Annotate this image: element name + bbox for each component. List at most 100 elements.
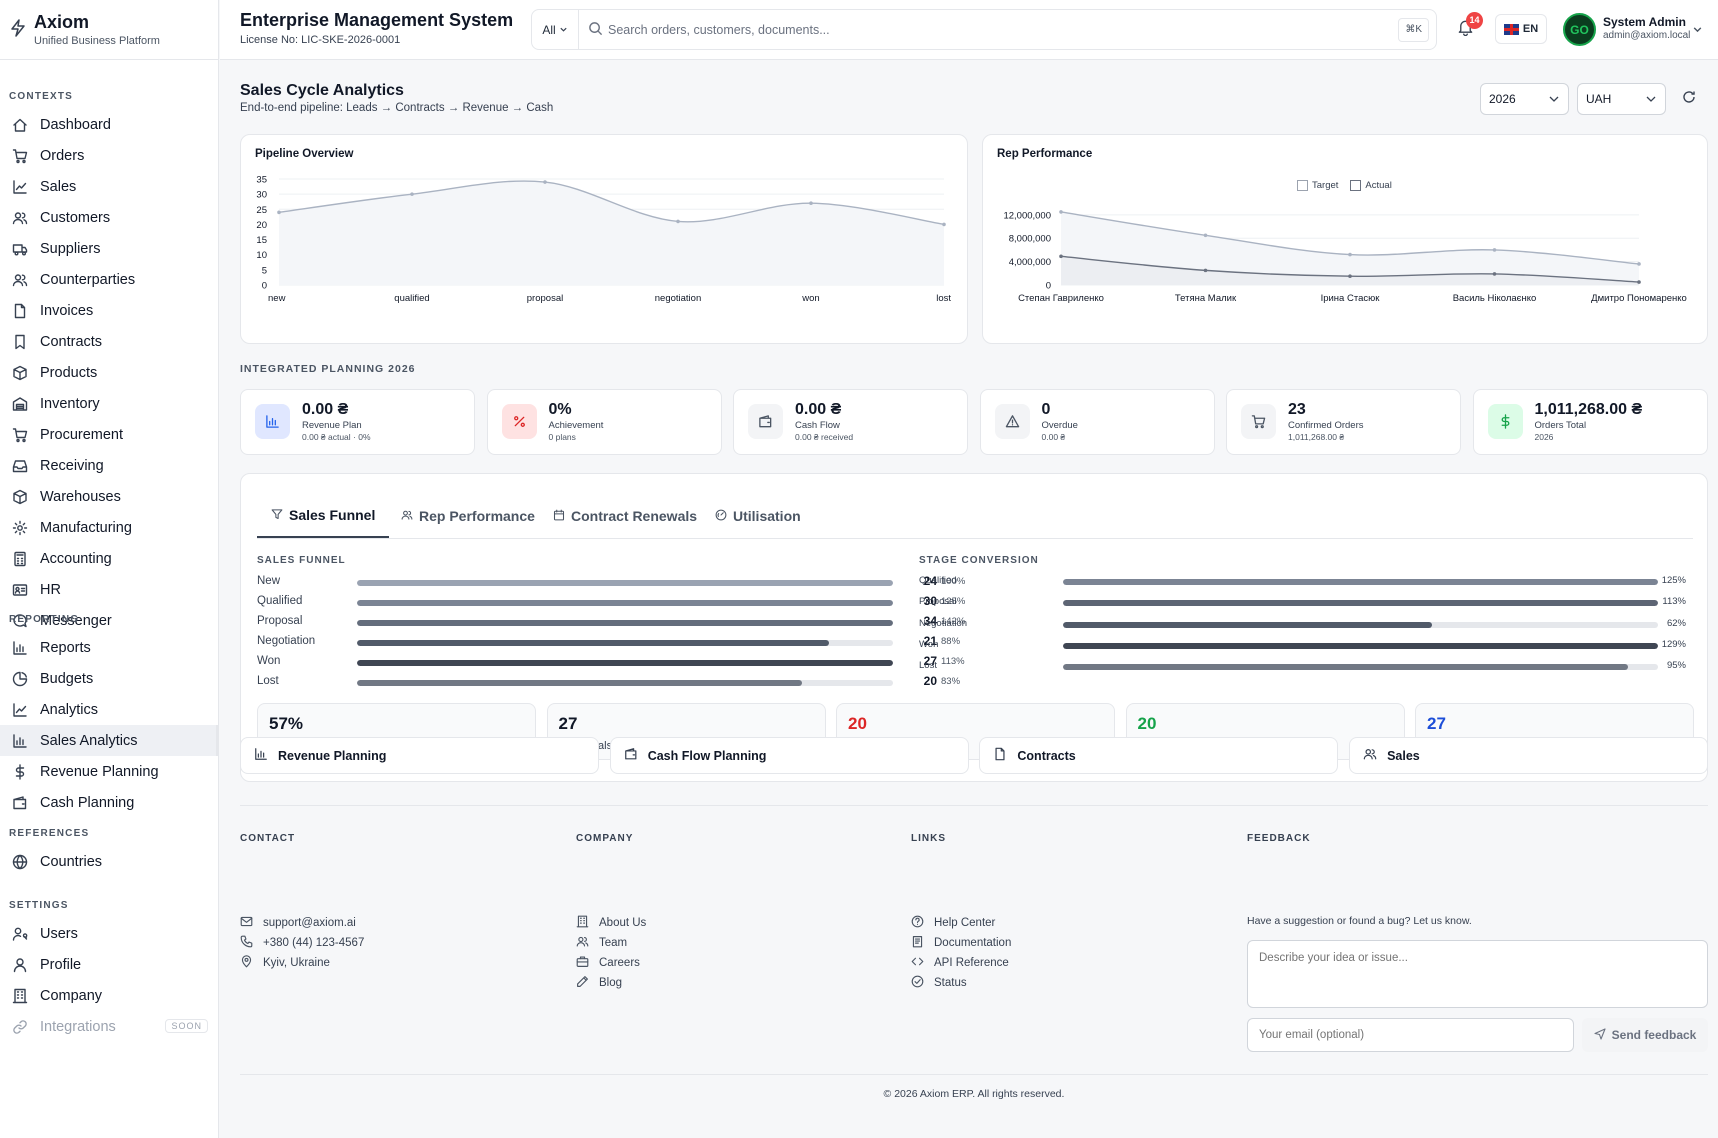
uk-flag-icon — [1503, 23, 1519, 35]
sidebar-item-sales-analytics[interactable]: Sales Analytics — [0, 725, 218, 756]
conversion-percent: 95% — [1666, 660, 1686, 672]
tab-label: Utilisation — [733, 508, 801, 524]
mail-icon — [240, 915, 253, 931]
analytics-tabs-card: Sales Funnel Rep Performance Contract Rene… — [240, 473, 1708, 782]
kpi-value: 0 — [1041, 401, 1051, 418]
conversion-bar — [1063, 579, 1658, 585]
feedback-textarea[interactable] — [1247, 940, 1708, 1008]
kpi-card-confirmed-orders[interactable]: 23 Confirmed Orders 1,011,268.00 ₴ — [1226, 389, 1461, 455]
sidebar-item-invoices[interactable]: Invoices — [0, 295, 218, 326]
feedback-email-input[interactable] — [1247, 1018, 1574, 1052]
conversion-percent: 125% — [1661, 575, 1686, 586]
sidebar-item-users[interactable]: Users — [0, 918, 218, 949]
search-input[interactable] — [608, 10, 1308, 49]
kpi-subtext: 1,011,268.00 ₴ — [1288, 432, 1345, 442]
currency-select[interactable]: UAH — [1577, 83, 1666, 115]
sidebar-item-company[interactable]: Company — [0, 980, 218, 1011]
conversion-percent: 62% — [1666, 617, 1686, 629]
sidebar-item-label: Inventory — [40, 395, 100, 412]
kpi-card-revenue-plan[interactable]: 0.00 ₴ Revenue Plan 0.00 ₴ actual · 0% — [240, 389, 475, 455]
sidebar-item-integrations[interactable]: Integrations SOON — [0, 1011, 218, 1042]
send-feedback-button[interactable]: Send feedback — [1582, 1018, 1708, 1052]
tab-rep-performance[interactable]: Rep Performance — [387, 494, 549, 538]
user-key-icon — [10, 924, 30, 944]
page-subtitle: End-to-end pipeline: Leads → Contracts →… — [240, 102, 554, 114]
footer-link-status[interactable]: Status — [911, 975, 967, 991]
tab-utilisation[interactable]: Utilisation — [701, 494, 815, 538]
sidebar-item-counterparties[interactable]: Counterparties — [0, 264, 218, 295]
legend-actual[interactable]: Actual — [1350, 180, 1392, 191]
sidebar-item-customers[interactable]: Customers — [0, 202, 218, 233]
sidebar-item-suppliers[interactable]: Suppliers — [0, 233, 218, 264]
kpi-card-cash-flow[interactable]: 0.00 ₴ Cash Flow 0.00 ₴ received — [733, 389, 968, 455]
brand[interactable]: Axiom Unified Business Platform — [0, 0, 218, 60]
sidebar-item-revenue-planning[interactable]: Revenue Planning — [0, 756, 218, 787]
language-selector[interactable]: EN — [1495, 14, 1547, 44]
footer-link-kyiv-ukraine[interactable]: Kyiv, Ukraine — [240, 955, 330, 971]
cart-icon — [1241, 404, 1276, 439]
kpi-card-achievement[interactable]: 0% Achievement 0 plans — [486, 389, 722, 455]
quick-link-revenue-planning[interactable]: Revenue Planning — [240, 737, 599, 774]
sidebar-item-messenger[interactable]: Messenger — [0, 605, 218, 636]
bar-chart-icon — [255, 404, 290, 439]
quick-link-contracts[interactable]: Contracts — [979, 737, 1339, 774]
footer-contact-title: CONTACT — [240, 833, 296, 844]
sidebar-item-label: Users — [40, 925, 78, 942]
sidebar-item-receiving[interactable]: Receiving — [0, 450, 218, 481]
calendar-icon — [553, 508, 565, 524]
year-select[interactable]: 2026 — [1480, 83, 1569, 115]
tab-divider — [257, 538, 1693, 539]
sidebar-item-orders[interactable]: Orders — [0, 140, 218, 171]
sidebar-item-hr[interactable]: HR — [0, 574, 218, 605]
sidebar-item-cash-planning[interactable]: Cash Planning — [0, 787, 218, 818]
sidebar-item-inventory[interactable]: Inventory — [0, 388, 218, 419]
sidebar-item-budgets[interactable]: Budgets — [0, 663, 218, 694]
footer-link-team[interactable]: Team — [576, 935, 627, 951]
footer-link-about-us[interactable]: About Us — [576, 915, 646, 931]
sidebar-item-analytics[interactable]: Analytics — [0, 694, 218, 725]
footer-link-blog[interactable]: Blog — [576, 975, 622, 991]
conversion-stage-label: Proposal — [919, 596, 957, 608]
warning-icon — [994, 404, 1030, 439]
kpi-card-orders-total[interactable]: 1,011,268.00 ₴ Orders Total 2026 — [1472, 389, 1708, 455]
sidebar-item-products[interactable]: Products — [0, 357, 218, 388]
user-name[interactable]: System Admin — [1603, 15, 1686, 29]
brand-tagline: Unified Business Platform — [34, 35, 160, 47]
sidebar-item-label: Dashboard — [40, 116, 111, 133]
refresh-icon[interactable] — [1681, 89, 1697, 108]
tab-sales-funnel[interactable]: Sales Funnel — [257, 494, 390, 538]
footer-link-help-center[interactable]: Help Center — [911, 915, 995, 931]
tab-label: Contract Renewals — [571, 508, 698, 524]
funnel-percent: 142% — [941, 616, 966, 627]
footer-link-api-reference[interactable]: API Reference — [911, 955, 1009, 971]
sidebar-item-sales[interactable]: Sales — [0, 171, 218, 202]
sidebar-item-label: Counterparties — [40, 271, 136, 288]
kpi-card-overdue[interactable]: 0 Overdue 0.00 ₴ — [979, 389, 1215, 455]
copyright-divider — [240, 1074, 1708, 1075]
sidebar-item-contracts[interactable]: Contracts — [0, 326, 218, 357]
tab-contract-renewals[interactable]: Contract Renewals — [539, 494, 711, 538]
sidebar-item-reports[interactable]: Reports — [0, 632, 218, 663]
sidebar-item-dashboard[interactable]: Dashboard — [0, 109, 218, 140]
footer-link-careers[interactable]: Careers — [576, 955, 640, 971]
sidebar-item-countries[interactable]: Countries — [0, 846, 218, 877]
truck-icon — [10, 239, 30, 259]
chevron-down-icon[interactable] — [1692, 22, 1703, 38]
sidebar-item-warehouses[interactable]: Warehouses — [0, 481, 218, 512]
footer-link-label: +380 (44) 123-4567 — [263, 937, 365, 949]
footer-link-documentation[interactable]: Documentation — [911, 935, 1011, 951]
search-scope-select[interactable]: All — [532, 10, 579, 49]
footer-link-380-44-123-4567[interactable]: +380 (44) 123-4567 — [240, 935, 364, 951]
legend-target[interactable]: Target — [1297, 180, 1338, 191]
sidebar-item-profile[interactable]: Profile — [0, 949, 218, 980]
quick-link-sales[interactable]: Sales — [1349, 737, 1709, 774]
avatar[interactable]: GO — [1563, 13, 1596, 46]
pipeline-point — [277, 210, 281, 215]
users-icon — [1363, 747, 1377, 764]
sidebar-item-accounting[interactable]: Accounting — [0, 543, 218, 574]
sidebar-item-manufacturing[interactable]: Manufacturing — [0, 512, 218, 543]
sidebar-item-procurement[interactable]: Procurement — [0, 419, 218, 450]
y-tick-label: 15 — [256, 235, 267, 246]
quick-link-cash-flow-planning[interactable]: Cash Flow Planning — [609, 737, 969, 774]
footer-link-support-axiom-ai[interactable]: support@axiom.ai — [240, 915, 356, 931]
